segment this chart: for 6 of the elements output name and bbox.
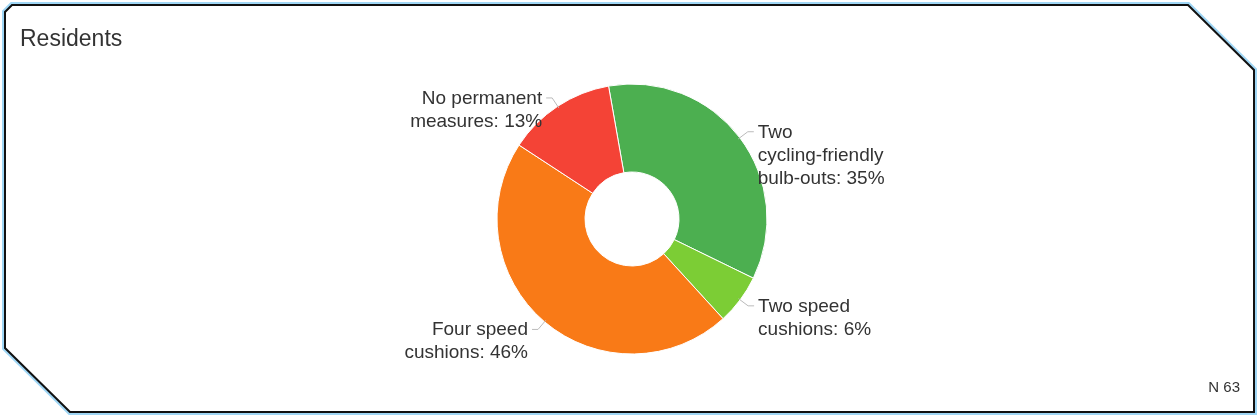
slice-label: No permanent measures: 13% [410, 86, 543, 131]
slice-label: Two speed cushions: 6% [758, 294, 872, 339]
slice-label: Four speed cushions: 46% [404, 318, 529, 363]
slice-label: Two cycling-friendly bulb-outs: 35% [757, 120, 885, 188]
text: Residents [20, 25, 123, 51]
text: N 63 [1208, 378, 1240, 395]
